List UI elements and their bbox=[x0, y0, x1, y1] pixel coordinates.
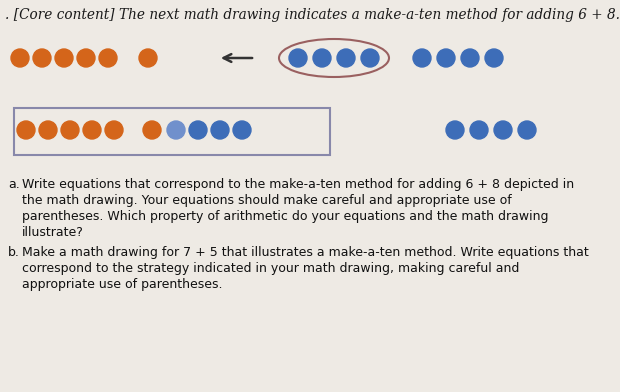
Text: the math drawing. Your equations should make careful and appropriate use of: the math drawing. Your equations should … bbox=[22, 194, 511, 207]
Text: parentheses. Which property of arithmetic do your equations and the math drawing: parentheses. Which property of arithmeti… bbox=[22, 210, 549, 223]
Text: appropriate use of parentheses.: appropriate use of parentheses. bbox=[22, 278, 223, 291]
Circle shape bbox=[413, 49, 431, 67]
Circle shape bbox=[233, 121, 251, 139]
Circle shape bbox=[461, 49, 479, 67]
Text: a.: a. bbox=[8, 178, 20, 191]
Circle shape bbox=[99, 49, 117, 67]
Circle shape bbox=[361, 49, 379, 67]
Circle shape bbox=[33, 49, 51, 67]
Text: b.: b. bbox=[8, 246, 20, 259]
Circle shape bbox=[485, 49, 503, 67]
Circle shape bbox=[437, 49, 455, 67]
Circle shape bbox=[189, 121, 207, 139]
Text: Write equations that correspond to the make-a-ten method for adding 6 + 8 depict: Write equations that correspond to the m… bbox=[22, 178, 574, 191]
Text: . [Core content] The next math drawing indicates a make-a-ten method for adding : . [Core content] The next math drawing i… bbox=[5, 8, 620, 22]
Circle shape bbox=[139, 49, 157, 67]
Circle shape bbox=[17, 121, 35, 139]
Circle shape bbox=[167, 121, 185, 139]
Circle shape bbox=[446, 121, 464, 139]
Circle shape bbox=[83, 121, 101, 139]
Circle shape bbox=[143, 121, 161, 139]
Text: illustrate?: illustrate? bbox=[22, 226, 84, 239]
Circle shape bbox=[313, 49, 331, 67]
Text: correspond to the strategy indicated in your math drawing, making careful and: correspond to the strategy indicated in … bbox=[22, 262, 520, 275]
Circle shape bbox=[518, 121, 536, 139]
Circle shape bbox=[55, 49, 73, 67]
Circle shape bbox=[211, 121, 229, 139]
Circle shape bbox=[105, 121, 123, 139]
Circle shape bbox=[337, 49, 355, 67]
Circle shape bbox=[11, 49, 29, 67]
Circle shape bbox=[470, 121, 488, 139]
Circle shape bbox=[77, 49, 95, 67]
Text: Make a math drawing for 7 + 5 that illustrates a make-a-ten method. Write equati: Make a math drawing for 7 + 5 that illus… bbox=[22, 246, 589, 259]
Circle shape bbox=[494, 121, 512, 139]
Circle shape bbox=[289, 49, 307, 67]
Circle shape bbox=[39, 121, 57, 139]
Circle shape bbox=[61, 121, 79, 139]
